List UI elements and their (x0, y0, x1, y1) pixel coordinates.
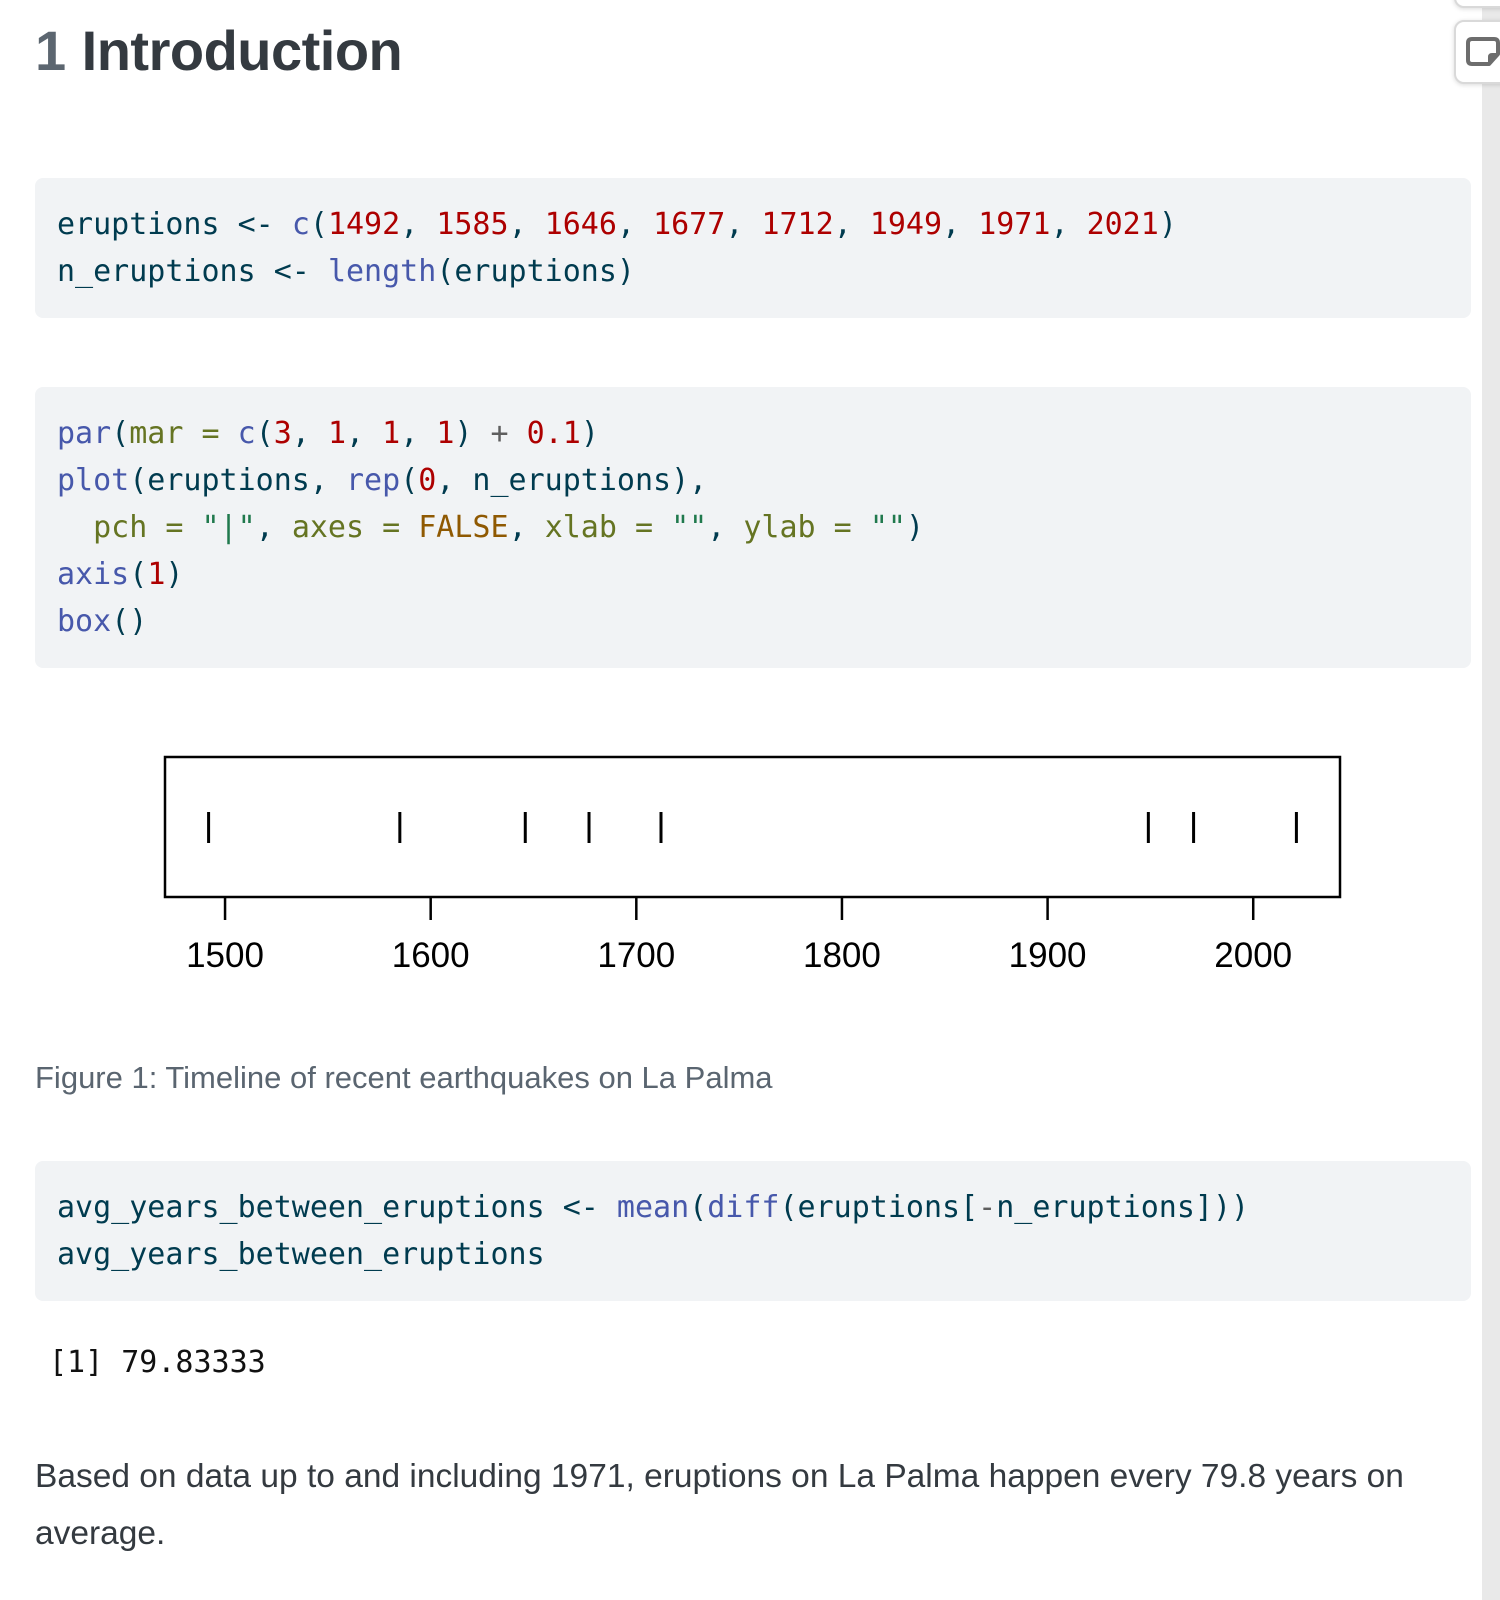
eruption-timeline-figure: 1500 1600 1700 1800 1900 2000 (35, 740, 1471, 990)
svg-text:1900: 1900 (1009, 936, 1087, 975)
code-line: plot(eruptions, rep(0, n_eruptions), (57, 463, 708, 498)
section-number: 1 (35, 19, 66, 82)
code-line: pch = "|", axes = FALSE, xlab = "", ylab… (93, 510, 924, 545)
document-content: 1 Introduction eruptions <- c(1492, 1585,… (35, 20, 1471, 1562)
svg-text:2000: 2000 (1214, 936, 1292, 975)
svg-text:1600: 1600 (392, 936, 470, 975)
annotation-toolbar-button-partial[interactable] (1454, 0, 1500, 8)
section-title-text: Introduction (81, 19, 403, 82)
code-line: eruptions <- c(1492, 1585, 1646, 1677, 1… (57, 207, 1177, 242)
svg-text:1700: 1700 (597, 936, 675, 975)
page-note-icon (1464, 34, 1500, 70)
console-output: [1] 79.83333 (49, 1345, 266, 1380)
code-line: par(mar = c(3, 1, 1, 1) + 0.1) (57, 416, 599, 451)
code-line: axis(1) (57, 557, 184, 592)
code-line: n_eruptions <- length(eruptions) (57, 254, 635, 289)
figure-caption: Figure 1: Timeline of recent earthquakes… (35, 1060, 773, 1095)
sidebar-rail (1482, 0, 1500, 1600)
code-line: avg_years_between_eruptions <- mean(diff… (57, 1190, 1250, 1225)
code-block-plot-commands: par(mar = c(3, 1, 1, 1) + 0.1) plot(erupt… (35, 387, 1471, 668)
code-block-eruptions-definition: eruptions <- c(1492, 1585, 1646, 1677, 1… (35, 178, 1471, 318)
summary-paragraph: Based on data up to and including 1971, … (35, 1458, 1404, 1552)
eruption-timeline-plot: 1500 1600 1700 1800 1900 2000 (163, 755, 1342, 975)
page-title: 1 Introduction (35, 20, 1471, 82)
code-line: box() (57, 604, 148, 639)
code-block-average-years: avg_years_between_eruptions <- mean(diff… (35, 1161, 1471, 1301)
svg-text:1500: 1500 (186, 936, 264, 975)
page-note-button[interactable] (1454, 20, 1500, 84)
svg-text:1800: 1800 (803, 936, 881, 975)
code-line: avg_years_between_eruptions (57, 1237, 545, 1272)
